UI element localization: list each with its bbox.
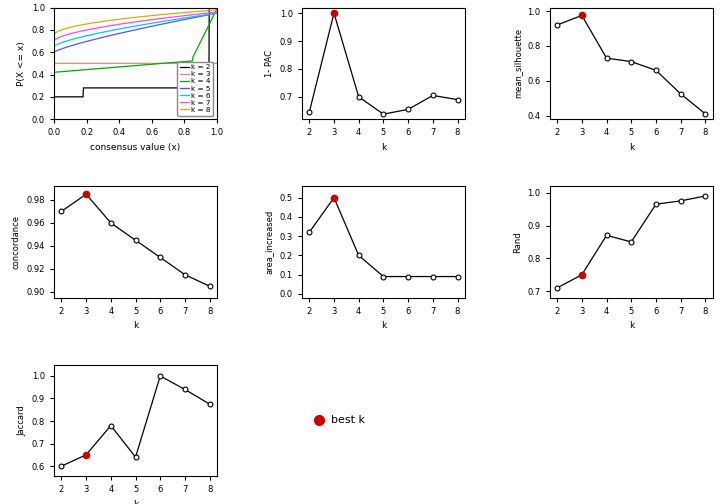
k = 8 [184, 9, 192, 15]
X-axis label: k: k [629, 322, 634, 330]
k = 2 [138, 85, 147, 91]
k = 3 [138, 60, 147, 67]
k = 4 [50, 116, 58, 122]
k = 6 [50, 116, 58, 122]
k = 5 [128, 27, 137, 33]
k = 3 [50, 116, 58, 122]
k = 5 [50, 116, 58, 122]
k = 7 [138, 18, 147, 24]
Legend: k = 2, k = 3, k = 4, k = 5, k = 6, k = 7, k = 8: k = 2, k = 3, k = 4, k = 5, k = 6, k = 7… [177, 61, 213, 115]
Y-axis label: concordance: concordance [12, 215, 21, 269]
k = 7 [50, 116, 58, 122]
k = 4 [128, 63, 137, 69]
Y-axis label: Rand: Rand [513, 231, 522, 253]
k = 6 [209, 11, 217, 17]
Line: k = 5: k = 5 [54, 13, 217, 119]
X-axis label: consensus value (x): consensus value (x) [91, 143, 181, 152]
k = 4 [212, 6, 221, 12]
k = 5 [127, 28, 136, 34]
k = 6 [128, 24, 137, 30]
k = 8 [147, 13, 156, 19]
Y-axis label: P(X <= x): P(X <= x) [17, 41, 26, 86]
k = 2 [127, 85, 136, 91]
k = 8 [138, 14, 147, 20]
k = 3 [127, 60, 136, 67]
k = 4 [184, 58, 192, 65]
k = 3 [212, 60, 221, 67]
X-axis label: k: k [381, 322, 386, 330]
k = 4 [138, 62, 147, 68]
k = 5 [209, 11, 217, 17]
k = 6 [127, 24, 136, 30]
Y-axis label: Jaccard: Jaccard [17, 405, 26, 436]
k = 2 [209, 5, 217, 11]
k = 8 [127, 15, 136, 21]
k = 2 [128, 85, 137, 91]
k = 4 [147, 61, 156, 68]
k = 3 [50, 60, 58, 67]
X-axis label: k: k [133, 322, 138, 330]
Y-axis label: mean_silhouette: mean_silhouette [513, 28, 522, 98]
X-axis label: k: k [381, 143, 386, 152]
k = 2 [212, 5, 221, 11]
k = 8 [50, 116, 58, 122]
k = 6 [147, 20, 156, 26]
X-axis label: k: k [133, 500, 138, 504]
k = 4 [209, 14, 217, 20]
Line: k = 6: k = 6 [54, 13, 217, 119]
Legend: best k: best k [307, 411, 369, 430]
k = 3 [128, 60, 137, 67]
k = 3 [147, 60, 156, 67]
k = 5 [184, 16, 192, 22]
k = 7 [184, 12, 192, 18]
k = 2 [50, 94, 58, 100]
X-axis label: k: k [629, 143, 634, 152]
Line: k = 3: k = 3 [54, 64, 217, 119]
k = 8 [209, 7, 217, 13]
k = 3 [209, 60, 217, 67]
k = 5 [147, 23, 156, 29]
k = 2 [205, 5, 214, 11]
k = 6 [138, 22, 147, 28]
k = 7 [209, 10, 217, 16]
k = 4 [127, 63, 136, 69]
k = 5 [138, 25, 147, 31]
k = 2 [184, 85, 192, 91]
k = 5 [212, 10, 221, 16]
k = 7 [128, 19, 137, 25]
k = 6 [212, 10, 221, 16]
Line: k = 2: k = 2 [54, 8, 217, 97]
k = 7 [147, 17, 156, 23]
Line: k = 4: k = 4 [54, 9, 217, 119]
k = 8 [128, 15, 137, 21]
Y-axis label: 1- PAC: 1- PAC [265, 50, 274, 77]
k = 2 [147, 85, 156, 91]
Line: k = 8: k = 8 [54, 10, 217, 119]
k = 6 [184, 15, 192, 21]
Line: k = 7: k = 7 [54, 12, 217, 119]
Y-axis label: area_increased: area_increased [265, 210, 274, 274]
k = 3 [184, 60, 192, 67]
k = 7 [127, 20, 136, 26]
k = 8 [212, 7, 221, 13]
k = 7 [212, 9, 221, 15]
